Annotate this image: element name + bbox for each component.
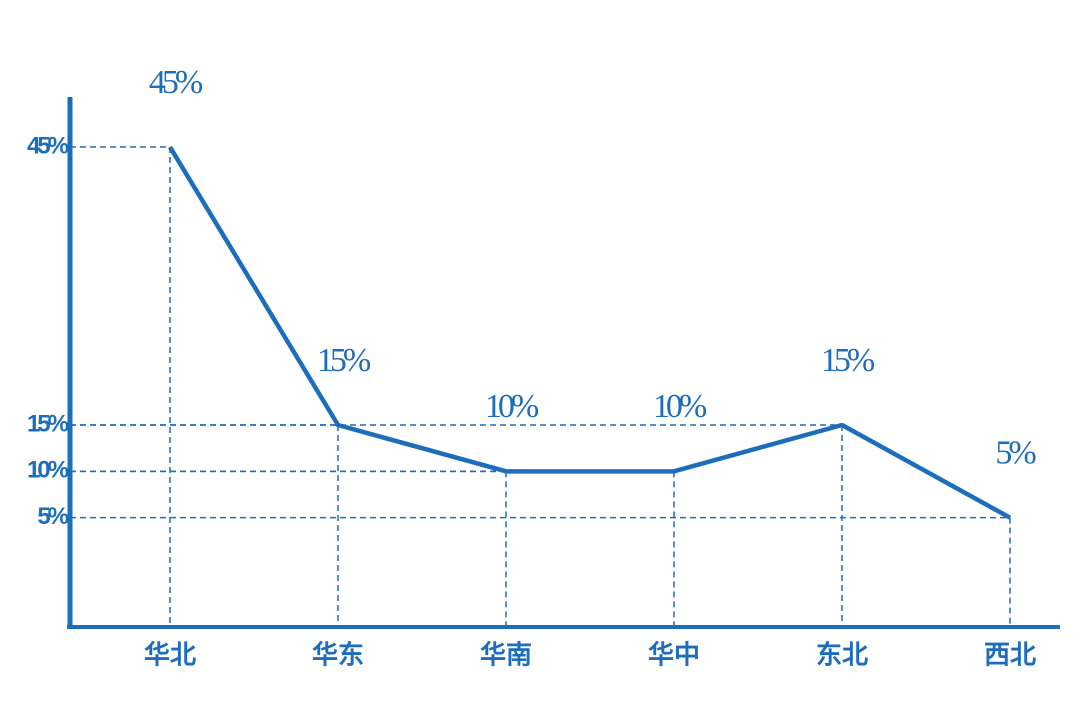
value-label: 15% <box>317 342 371 379</box>
value-label: 10% <box>485 388 539 425</box>
line <box>168 145 1012 520</box>
y-tick-label: 45% <box>27 132 69 159</box>
value-label: 5% <box>995 434 1036 471</box>
x-tick-label: 西北 <box>984 641 1036 671</box>
value-label: 10% <box>653 388 707 425</box>
x-tick-label: 华南 <box>480 640 532 671</box>
y-tick-label: 15% <box>27 410 69 437</box>
x-tick-label: 华东 <box>312 640 364 671</box>
x-tick-label: 东北 <box>816 640 868 671</box>
x-tick-label: 华北 <box>144 640 196 671</box>
value-label: 15% <box>821 342 875 379</box>
y-tick-label: 5% <box>37 503 68 530</box>
value-label: 45% <box>149 64 203 101</box>
x-tick-label: 华中 <box>648 640 700 671</box>
y-tick-label: 10% <box>27 457 69 484</box>
